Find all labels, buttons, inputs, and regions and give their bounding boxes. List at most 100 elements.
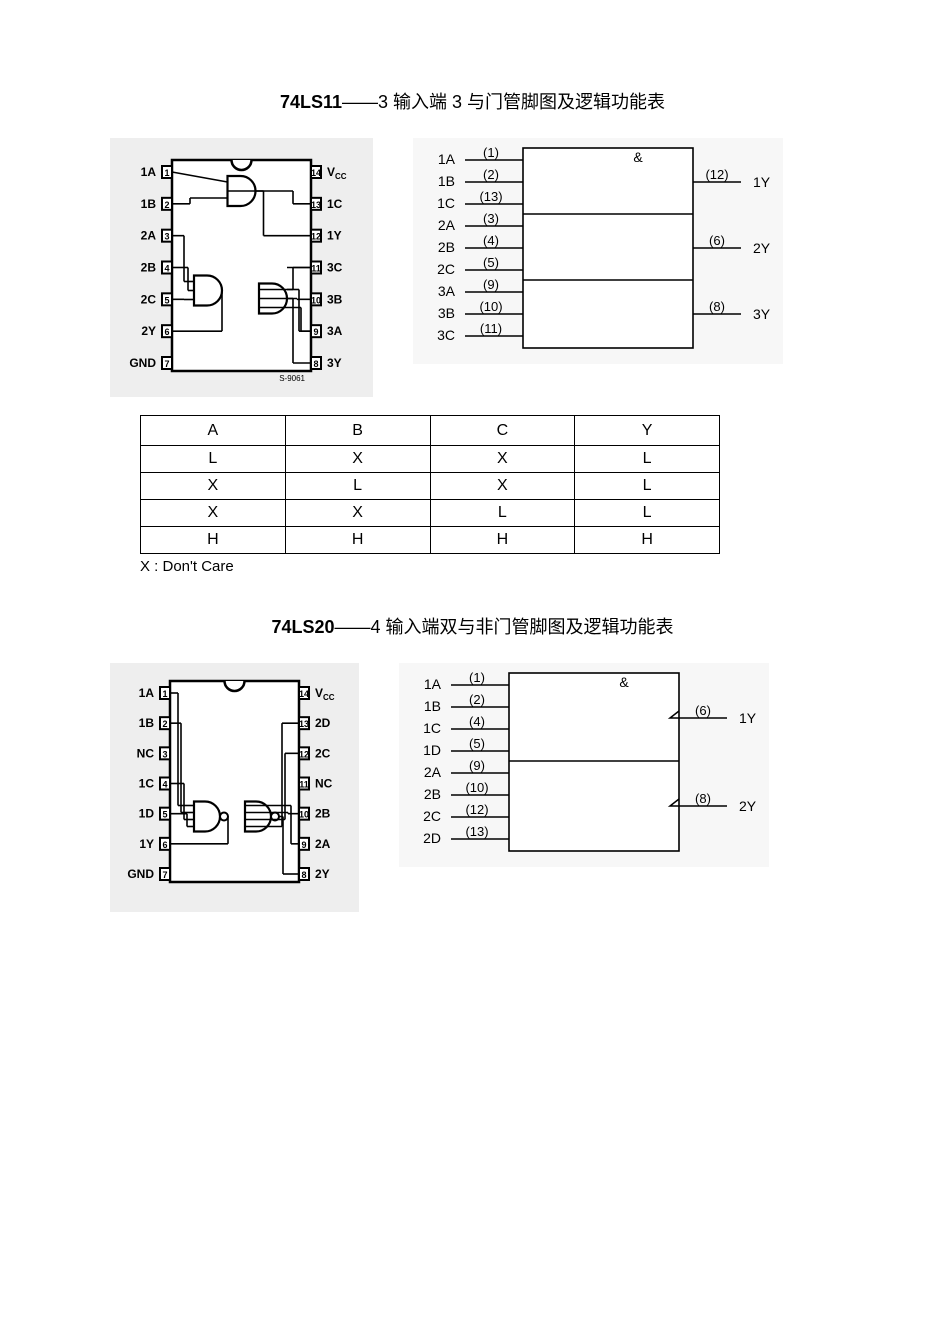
svg-text:(10): (10) [465,780,488,795]
svg-text:9: 9 [313,327,318,337]
svg-text:2: 2 [164,200,169,210]
svg-text:10: 10 [299,810,309,820]
svg-text:2D: 2D [423,830,441,846]
svg-text:1C: 1C [327,197,343,211]
svg-text:3Y: 3Y [753,306,771,322]
svg-text:14: 14 [311,168,321,178]
svg-text:3B: 3B [327,292,343,306]
chip1-container: 11A14VCC21B131C32A121Y42B113C52C103B62Y9… [110,138,373,397]
logic2-diagram: &1A(1)1B(2)1C(4)1D(5)(6)1Y2A(9)2B(10)2C(… [399,663,769,867]
svg-text:VCC: VCC [327,165,347,181]
svg-text:8: 8 [301,870,306,880]
svg-text:(6): (6) [709,233,725,248]
svg-text:3: 3 [162,749,167,759]
svg-text:2C: 2C [437,261,455,277]
svg-text:2B: 2B [315,807,331,821]
svg-text:2: 2 [162,719,167,729]
svg-text:(2): (2) [469,692,485,707]
svg-text:1C: 1C [423,720,441,736]
section2-title-rest: ——4 输入端双与非门管脚图及逻辑功能表 [335,617,674,637]
svg-text:2Y: 2Y [753,240,771,256]
svg-text:(1): (1) [483,145,499,160]
svg-text:9: 9 [301,840,306,850]
svg-text:1A: 1A [139,686,155,700]
svg-text:2A: 2A [424,764,442,780]
svg-text:GND: GND [127,867,154,881]
svg-text:(13): (13) [465,824,488,839]
svg-text:11: 11 [311,264,321,274]
svg-text:1B: 1B [141,197,157,211]
svg-text:1C: 1C [139,777,155,791]
svg-text:2B: 2B [141,261,157,275]
svg-text:1Y: 1Y [739,710,757,726]
svg-text:(8): (8) [709,299,725,314]
svg-text:2B: 2B [438,239,455,255]
svg-text:11: 11 [299,780,309,790]
chip2-container: 11A14VCC21B132D3NC122C41C11NC51D102B61Y9… [110,663,359,912]
svg-text:3B: 3B [438,305,455,321]
truth-col: B [285,416,430,446]
logic1-diagram: &1A(1)1B(2)1C(13)(12)1Y2A(3)2B(4)2C(5)(6… [413,138,783,364]
svg-text:(9): (9) [469,758,485,773]
svg-text:1Y: 1Y [753,174,771,190]
svg-text:3A: 3A [327,324,343,338]
svg-text:&: & [619,674,629,690]
svg-text:2A: 2A [141,229,157,243]
svg-text:5: 5 [162,810,167,820]
svg-text:3Y: 3Y [327,356,342,370]
svg-text:1A: 1A [141,165,157,179]
svg-text:1: 1 [162,689,167,699]
svg-text:2B: 2B [424,786,441,802]
svg-text:(12): (12) [705,167,728,182]
svg-text:4: 4 [164,264,169,274]
section2-title-bold: 74LS20 [271,617,334,637]
svg-text:(6): (6) [695,703,711,718]
svg-text:7: 7 [162,870,167,880]
section1-title-rest: ——3 输入端 3 与门管脚图及逻辑功能表 [342,92,665,112]
svg-text:8: 8 [313,359,318,369]
svg-text:2D: 2D [315,716,331,730]
svg-text:2C: 2C [315,746,331,760]
svg-text:6: 6 [162,840,167,850]
svg-text:13: 13 [311,200,321,210]
svg-text:3C: 3C [327,261,343,275]
svg-text:&: & [633,149,643,165]
svg-text:(9): (9) [483,277,499,292]
chip1-diagram: 11A14VCC21B131C32A121Y42B113C52C103B62Y9… [124,156,359,391]
truth-col: Y [575,416,720,446]
svg-text:(5): (5) [469,736,485,751]
svg-text:3A: 3A [438,283,456,299]
svg-text:5: 5 [164,295,169,305]
svg-text:S-9061: S-9061 [279,374,305,383]
svg-text:(13): (13) [479,189,502,204]
svg-text:1D: 1D [139,807,155,821]
section1-title-bold: 74LS11 [280,92,342,112]
svg-text:NC: NC [137,746,155,760]
svg-text:(1): (1) [469,670,485,685]
svg-text:2A: 2A [438,217,456,233]
svg-text:1B: 1B [438,173,455,189]
svg-text:1B: 1B [424,698,441,714]
svg-text:(4): (4) [483,233,499,248]
svg-text:2A: 2A [315,837,331,851]
section1-title: 74LS11——3 输入端 3 与门管脚图及逻辑功能表 [110,88,835,114]
svg-text:10: 10 [311,295,321,305]
svg-text:VCC: VCC [315,686,335,702]
svg-text:2Y: 2Y [315,867,330,881]
svg-text:13: 13 [299,719,309,729]
svg-text:(3): (3) [483,211,499,226]
svg-text:1D: 1D [423,742,441,758]
chip2-diagram: 11A14VCC21B132D3NC122C41C11NC51D102B61Y9… [122,677,347,902]
svg-text:(10): (10) [479,299,502,314]
svg-text:6: 6 [164,327,169,337]
truth-col: C [430,416,575,446]
section2-title: 74LS20——4 输入端双与非门管脚图及逻辑功能表 [110,613,835,639]
svg-text:2Y: 2Y [739,798,757,814]
table-row: XLXL [141,473,720,500]
svg-text:(8): (8) [695,791,711,806]
svg-text:4: 4 [162,780,167,790]
svg-text:7: 7 [164,359,169,369]
table-row: LXXL [141,446,720,473]
svg-text:12: 12 [299,749,309,759]
svg-text:1C: 1C [437,195,455,211]
